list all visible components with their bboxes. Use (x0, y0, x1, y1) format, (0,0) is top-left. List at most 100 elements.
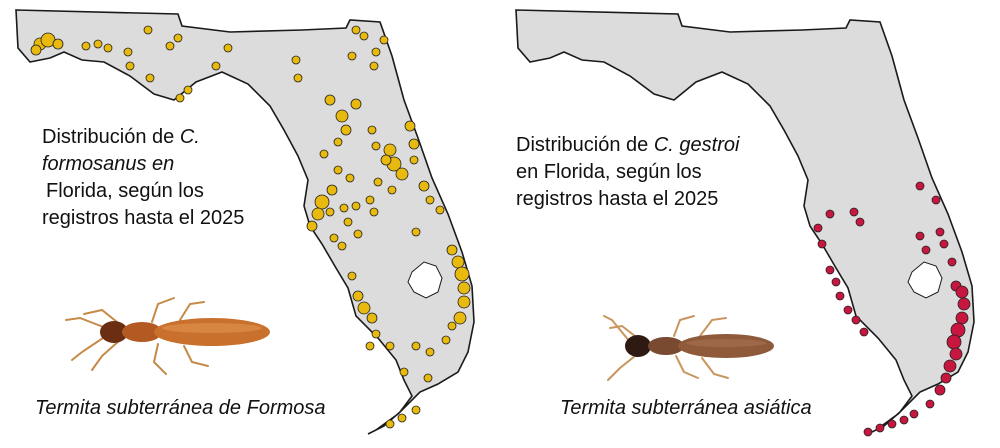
record-marker (385, 419, 395, 429)
record-marker (319, 149, 329, 159)
record-marker (441, 335, 451, 345)
caption-text: registros hasta el 2025 (42, 207, 245, 229)
record-marker (931, 195, 941, 205)
record-marker (293, 73, 303, 83)
record-marker (314, 194, 330, 210)
record-marker (369, 207, 379, 217)
record-marker (457, 281, 471, 295)
record-marker (435, 205, 445, 215)
record-marker (453, 311, 467, 325)
record-marker (457, 295, 471, 309)
record-marker (863, 427, 873, 437)
record-marker (955, 285, 969, 299)
record-marker (223, 43, 233, 53)
record-marker (813, 223, 823, 233)
record-marker (93, 39, 103, 49)
record-marker (947, 257, 957, 267)
record-marker (30, 44, 42, 56)
record-marker (383, 143, 397, 157)
record-marker (915, 231, 925, 241)
record-marker (165, 41, 175, 51)
record-marker (925, 399, 935, 409)
record-marker (347, 51, 357, 61)
record-marker (351, 25, 361, 35)
record-marker (939, 239, 949, 249)
florida-map-formosan (15, 9, 475, 435)
florida-map-asian (515, 9, 975, 437)
record-marker (371, 329, 381, 339)
record-marker (183, 85, 193, 95)
record-marker (851, 315, 861, 325)
record-marker (145, 73, 155, 83)
record-marker (915, 181, 925, 191)
record-marker (940, 372, 952, 384)
record-marker (173, 33, 183, 43)
record-marker (333, 165, 343, 175)
record-marker (454, 266, 470, 282)
record-marker (52, 38, 64, 50)
record-marker (817, 239, 827, 249)
record-marker (306, 220, 318, 232)
map-caption: Distribución de C. gestroi en Florida, s… (516, 132, 739, 213)
record-marker (825, 209, 835, 219)
record-marker (451, 255, 465, 269)
record-marker (353, 229, 363, 239)
species-common-name: Termita subterránea asiática (560, 397, 812, 419)
caption-text: en Florida, según los (516, 161, 702, 183)
record-marker (835, 291, 845, 301)
record-marker (371, 47, 381, 57)
record-marker (291, 55, 301, 65)
record-marker (347, 271, 357, 281)
record-marker (365, 195, 375, 205)
record-marker (957, 297, 971, 311)
record-marker (325, 207, 335, 217)
record-marker (411, 405, 421, 415)
record-marker (425, 347, 435, 357)
caption-text: Distribución de (516, 134, 654, 156)
record-marker (352, 290, 364, 302)
record-marker (887, 419, 897, 429)
record-marker (326, 184, 338, 196)
record-marker (899, 415, 909, 425)
record-marker (446, 244, 458, 256)
record-marker (340, 124, 352, 136)
caption-text: registros hasta el 2025 (516, 188, 719, 210)
record-marker (337, 241, 347, 251)
record-marker (103, 43, 113, 53)
record-marker (125, 61, 135, 71)
record-marker (418, 180, 430, 192)
record-marker (357, 301, 371, 315)
record-marker (934, 384, 946, 396)
record-marker (366, 312, 378, 324)
caption-species: C. (179, 126, 200, 148)
species-common-name: Termita subterránea de Formosa (35, 397, 326, 419)
record-marker (379, 35, 389, 45)
record-marker (843, 305, 853, 315)
record-marker (387, 185, 397, 195)
record-marker (831, 277, 841, 287)
record-marker (345, 173, 355, 183)
record-marker (411, 227, 421, 237)
record-marker (339, 203, 349, 213)
record-marker (409, 155, 419, 165)
record-marker (365, 341, 375, 351)
record-marker (825, 265, 835, 275)
record-marker (423, 373, 433, 383)
record-marker (921, 245, 931, 255)
record-marker (943, 359, 957, 373)
record-marker (367, 125, 377, 135)
record-marker (411, 341, 421, 351)
record-marker (855, 217, 865, 227)
record-marker (123, 47, 133, 57)
record-marker (859, 327, 869, 337)
record-marker (311, 207, 325, 221)
termite-icon (65, 297, 270, 375)
map-caption: Distribución de C. formosanus en Florida… (42, 124, 244, 232)
record-marker (351, 201, 361, 211)
record-marker (343, 217, 353, 227)
record-marker (935, 227, 945, 237)
caption-species: formosanus en (42, 153, 175, 175)
caption-text: Florida, según los (46, 180, 204, 202)
record-marker (380, 154, 392, 166)
record-marker (335, 109, 349, 123)
